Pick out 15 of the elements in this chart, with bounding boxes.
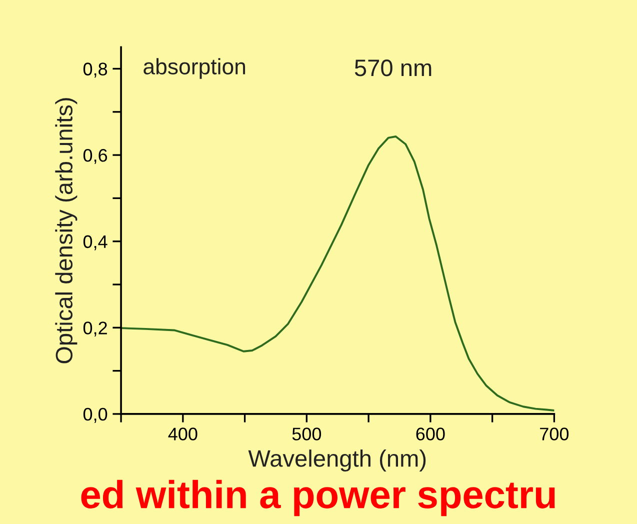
x-tick-label: 700 (540, 428, 569, 440)
text: ed within a power spectru (81, 480, 555, 516)
x-axis-title: Wavelength (nm) (248, 450, 426, 472)
x-tick-label: 400 (168, 428, 198, 440)
annotation: absorption (144, 58, 246, 79)
x-tick-label: 500 (292, 428, 322, 440)
x-tick-label: 600 (416, 428, 445, 440)
y-tick-label: 0,4 (83, 235, 108, 250)
annotation: 570 nm (354, 60, 432, 76)
y-tick-label: 0,6 (83, 148, 108, 164)
y-tick-label: 0,8 (83, 62, 108, 78)
y-axis-title: Optical density (arb.units) (55, 98, 78, 364)
line-series (121, 136, 554, 412)
y-tick-label: 0,0 (83, 408, 108, 423)
y-tick-label: 0,2 (83, 322, 107, 337)
